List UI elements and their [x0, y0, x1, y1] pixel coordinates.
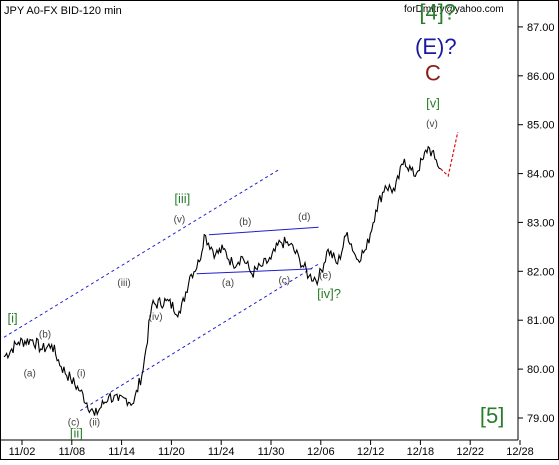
x-tick-label: 12/06 [307, 446, 335, 458]
wave-label: (ii) [89, 417, 100, 428]
wave-label: (b) [39, 329, 51, 340]
wave-label: [v] [426, 96, 440, 111]
wave-label: (c) [68, 417, 80, 428]
wave-label: (E)? [415, 34, 457, 59]
wave-label: C [425, 61, 441, 86]
y-tick-label: 85.00 [527, 120, 555, 132]
price-series [3, 145, 441, 417]
x-axis: 11/02 11/08 11/14 11/20 11/24 11/30 12/06 12/12… [9, 440, 534, 458]
symbol-title: JPY A0-FX BID-120 min [4, 5, 122, 17]
y-tick-label: 87.00 [527, 22, 555, 34]
y-tick-label: 80.00 [527, 364, 555, 376]
wave-label: (b) [239, 217, 251, 228]
wave-label: (a) [24, 368, 36, 379]
y-axis: 79.00 80.00 81.00 82.00 83.00 84.00 85.00 86.00… [518, 22, 555, 425]
wave-label: (c) [278, 276, 290, 287]
y-tick-label: 79.00 [527, 413, 555, 425]
x-tick-label: 12/22 [456, 446, 484, 458]
wave-label: (iv) [149, 312, 163, 323]
x-tick-label: 12/18 [407, 446, 435, 458]
wave-label: [ii] [70, 426, 83, 441]
y-tick-label: 86.00 [527, 71, 555, 83]
y-tick-label: 83.00 [527, 217, 555, 229]
x-tick-label: 11/24 [208, 446, 235, 458]
author-label: forDmitry@yahoo.com [404, 4, 504, 15]
y-tick-label: 81.00 [527, 315, 555, 327]
wave-label: [i] [8, 311, 18, 326]
channel-line-2 [208, 226, 319, 236]
wave-label: (v) [426, 119, 438, 130]
wave-label: [4]? [419, 0, 456, 25]
y-tick-label: 82.00 [527, 266, 555, 278]
wave-labels: [i] (b) (a) (i) (c) (ii) [ii] (iii) (iv) (v) [iii]… [8, 0, 505, 441]
wave-label: (iii) [117, 278, 130, 289]
y-tick-label: 84.00 [527, 169, 555, 181]
channel-line-1 [80, 263, 319, 412]
wave-label: (i) [77, 368, 86, 379]
wave-label: (d) [298, 212, 310, 223]
wave-label: [5] [480, 403, 504, 428]
x-tick-label: 11/30 [258, 446, 285, 458]
x-tick-label: 11/08 [58, 446, 85, 458]
projection-line [440, 131, 459, 178]
x-tick-label: 11/20 [158, 446, 185, 458]
wave-label: [iii] [174, 191, 190, 206]
wave-label: (v) [174, 214, 186, 225]
x-tick-label: 11/02 [9, 446, 36, 458]
projection-path [440, 131, 459, 178]
wave-label: (e) [319, 271, 331, 282]
wave-label: [iv]? [317, 286, 341, 301]
wave-label: (a) [222, 278, 234, 289]
price-line [3, 145, 441, 417]
x-tick-label: 11/14 [108, 446, 135, 458]
x-tick-label: 12/28 [506, 446, 534, 458]
x-tick-label: 12/12 [357, 446, 385, 458]
